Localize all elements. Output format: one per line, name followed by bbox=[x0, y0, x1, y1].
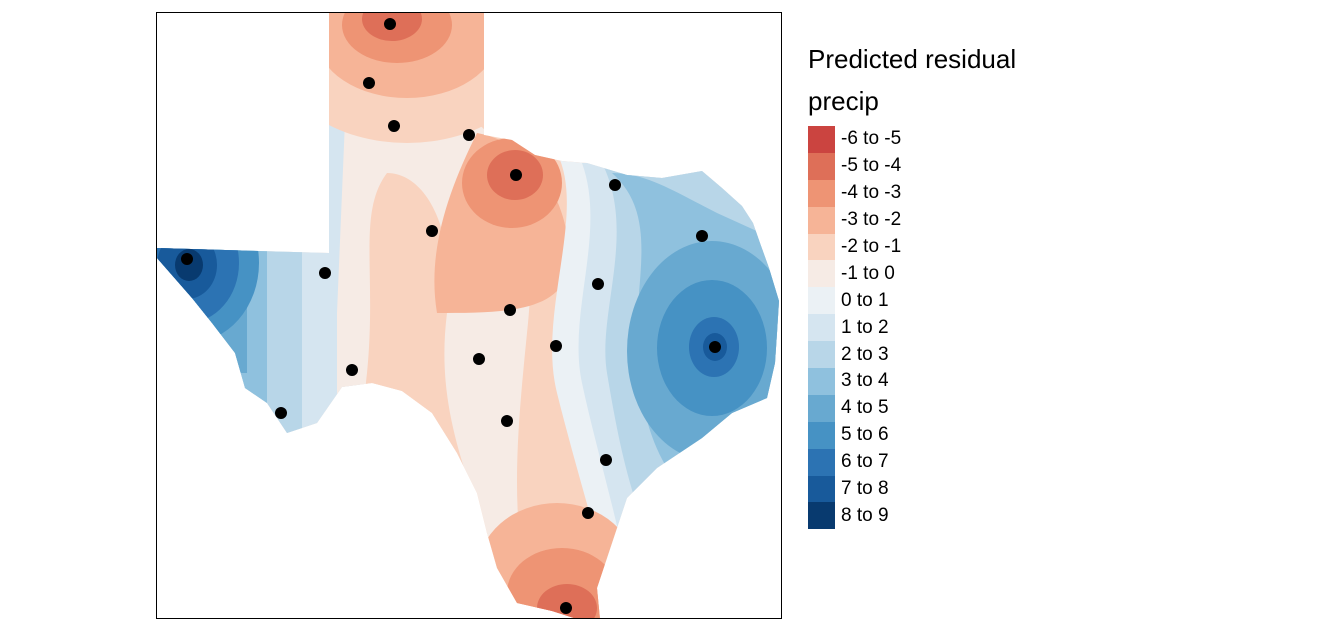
legend-item: 8 to 9 bbox=[808, 502, 1108, 530]
station-point bbox=[275, 407, 287, 419]
legend-label: 0 to 1 bbox=[841, 289, 889, 311]
map-panel bbox=[156, 12, 782, 619]
station-point bbox=[346, 364, 358, 376]
legend-label: -1 to 0 bbox=[841, 262, 895, 284]
legend-item: 3 to 4 bbox=[808, 368, 1108, 395]
legend-item: 0 to 1 bbox=[808, 287, 1108, 315]
legend-item: 2 to 3 bbox=[808, 341, 1108, 369]
legend-label: -4 to -3 bbox=[841, 182, 902, 204]
legend-swatch bbox=[808, 475, 835, 503]
legend-item: -4 to -3 bbox=[808, 179, 1108, 207]
station-point bbox=[560, 602, 572, 614]
legend-label: -2 to -1 bbox=[841, 236, 902, 257]
legend-item: -3 to -2 bbox=[808, 206, 1108, 234]
legend-swatch bbox=[808, 260, 835, 288]
legend-item: -2 to -1 bbox=[808, 233, 1108, 261]
legend-swatch bbox=[808, 394, 835, 422]
legend-label: 8 to 9 bbox=[841, 504, 889, 526]
legend-label: -3 to -2 bbox=[841, 209, 902, 231]
legend-item: 6 to 7 bbox=[808, 448, 1108, 476]
legend-item: 7 to 8 bbox=[808, 475, 1108, 503]
legend-swatch bbox=[808, 368, 835, 395]
legend-label: 1 to 2 bbox=[841, 316, 889, 338]
legend-swatch bbox=[808, 179, 835, 207]
station-point bbox=[582, 507, 594, 519]
station-point bbox=[473, 353, 485, 365]
legend-swatch bbox=[808, 448, 835, 476]
legend-swatch bbox=[808, 233, 835, 261]
legend: Predicted residual precip -6 to -5 -5 to … bbox=[808, 38, 1108, 530]
legend-swatch bbox=[808, 314, 835, 342]
station-point bbox=[696, 230, 708, 242]
legend-swatch bbox=[808, 206, 835, 234]
legend-label: 3 to 4 bbox=[841, 370, 889, 392]
legend-rows: -6 to -5 -5 to -4 -4 to -3 -3 to -2 -2 to -1… bbox=[808, 126, 1108, 530]
station-point bbox=[600, 454, 612, 466]
legend-swatch bbox=[808, 421, 835, 449]
station-point bbox=[426, 225, 438, 237]
station-point bbox=[388, 120, 400, 132]
station-point bbox=[384, 18, 396, 30]
station-points bbox=[181, 18, 721, 614]
legend-swatch bbox=[808, 152, 835, 180]
legend-swatch bbox=[808, 287, 835, 315]
legend-label: -5 to -4 bbox=[841, 155, 902, 177]
legend-title: Predicted residual precip bbox=[808, 44, 1017, 116]
station-point bbox=[504, 304, 516, 316]
legend-swatch bbox=[808, 502, 835, 530]
legend-label: -6 to -5 bbox=[841, 128, 902, 150]
station-point bbox=[592, 278, 604, 290]
station-point bbox=[181, 253, 193, 265]
legend-item: -6 to -5 bbox=[808, 126, 1108, 153]
legend-swatch bbox=[808, 341, 835, 369]
station-point bbox=[550, 340, 562, 352]
map-canvas bbox=[157, 13, 779, 618]
station-point bbox=[609, 179, 621, 191]
legend-label: 7 to 8 bbox=[841, 478, 889, 500]
legend-label: 4 to 5 bbox=[841, 397, 889, 419]
legend-label: 5 to 6 bbox=[841, 424, 889, 446]
legend-label: 2 to 3 bbox=[841, 343, 889, 365]
legend-item: 4 to 5 bbox=[808, 394, 1108, 422]
station-point bbox=[709, 341, 721, 353]
station-point bbox=[510, 169, 522, 181]
station-point bbox=[319, 267, 331, 279]
station-point bbox=[463, 129, 475, 141]
legend-label: 6 to 7 bbox=[841, 451, 889, 473]
legend-item: -1 to 0 bbox=[808, 260, 1108, 288]
station-point bbox=[501, 415, 513, 427]
station-point bbox=[363, 77, 375, 89]
legend-swatch bbox=[808, 126, 835, 153]
legend-item: -5 to -4 bbox=[808, 152, 1108, 180]
legend-item: 1 to 2 bbox=[808, 314, 1108, 342]
legend-item: 5 to 6 bbox=[808, 421, 1108, 449]
